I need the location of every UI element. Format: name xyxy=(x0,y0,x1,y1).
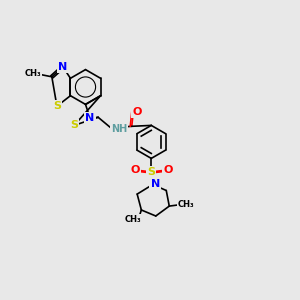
Text: CH₃: CH₃ xyxy=(178,200,194,209)
Text: S: S xyxy=(147,167,155,177)
Text: NH: NH xyxy=(111,124,127,134)
Text: N: N xyxy=(151,179,160,189)
Text: O: O xyxy=(130,165,140,176)
Text: O: O xyxy=(163,165,172,176)
Text: CH₃: CH₃ xyxy=(25,69,41,78)
Text: S: S xyxy=(53,101,61,111)
Text: N: N xyxy=(58,62,68,72)
Text: CH₃: CH₃ xyxy=(125,214,141,224)
Text: S: S xyxy=(70,120,78,130)
Text: N: N xyxy=(85,113,94,123)
Text: O: O xyxy=(132,107,142,117)
